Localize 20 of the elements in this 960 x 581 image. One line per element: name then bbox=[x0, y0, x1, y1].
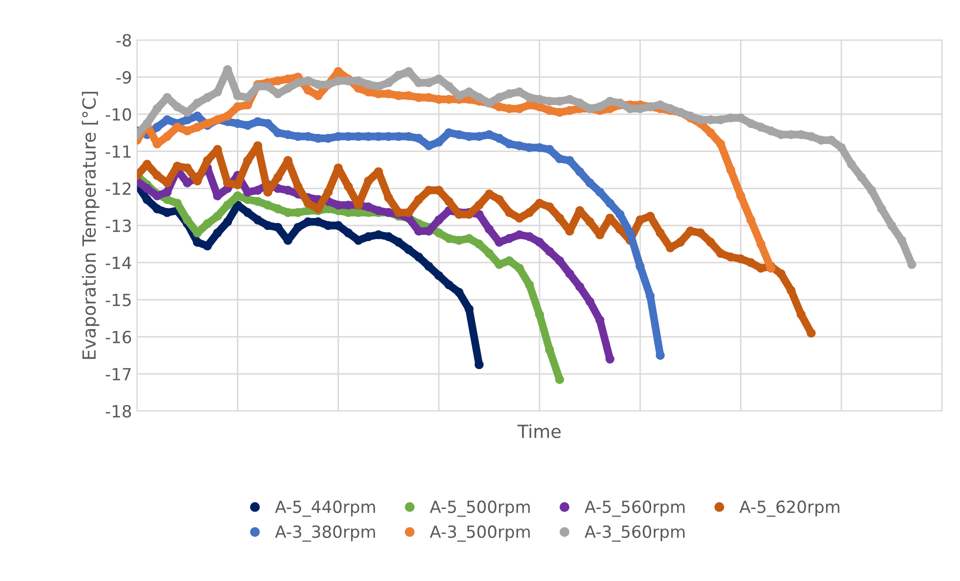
y-tick-label: -8 bbox=[116, 34, 131, 47]
legend-label: A-5_560rpm bbox=[584, 500, 685, 517]
y-tick-label: -18 bbox=[106, 404, 131, 418]
y-tick-label: -10 bbox=[106, 108, 132, 121]
legend-label: A-5_440rpm bbox=[275, 500, 375, 517]
legend-label: A-5_620rpm bbox=[739, 500, 840, 517]
x-axis-title: Time bbox=[517, 424, 561, 438]
y-tick-label: -11 bbox=[106, 145, 131, 158]
y-tick-label: -14 bbox=[106, 256, 132, 269]
legend-label: A-3_380rpm bbox=[275, 525, 375, 542]
y-tick-label: -17 bbox=[106, 368, 131, 380]
y-axis-title: Evaporation Temperature [°C] bbox=[82, 92, 100, 359]
y-tick-label: -9 bbox=[116, 71, 131, 84]
y-tick-label: -13 bbox=[106, 219, 131, 232]
legend-label: A-5_500rpm bbox=[430, 500, 530, 517]
legend-label: A-3_560rpm bbox=[584, 525, 685, 542]
y-tick-label: -15 bbox=[106, 294, 131, 306]
y-tick-label: -16 bbox=[106, 330, 132, 344]
y-tick-label: -12 bbox=[106, 182, 130, 195]
legend-label: A-3_500rpm bbox=[430, 525, 530, 542]
